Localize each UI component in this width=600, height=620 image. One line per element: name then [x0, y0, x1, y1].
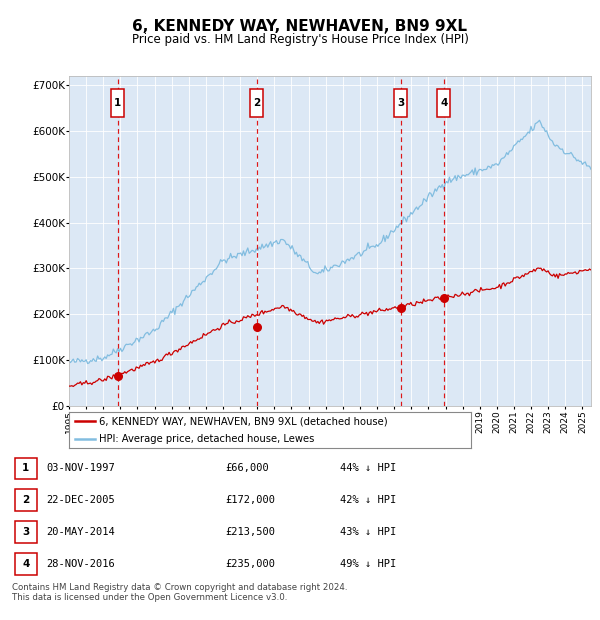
Text: Contains HM Land Registry data © Crown copyright and database right 2024.
This d: Contains HM Land Registry data © Crown c… [12, 583, 347, 602]
Text: 3: 3 [397, 98, 404, 108]
Text: 22-DEC-2005: 22-DEC-2005 [47, 495, 115, 505]
Text: 4: 4 [22, 559, 29, 569]
Bar [394, 89, 407, 117]
Bar [15, 458, 37, 479]
Text: 6, KENNEDY WAY, NEWHAVEN, BN9 9XL: 6, KENNEDY WAY, NEWHAVEN, BN9 9XL [133, 19, 467, 33]
Text: £213,500: £213,500 [225, 527, 275, 537]
Text: £172,000: £172,000 [225, 495, 275, 505]
Text: 20-MAY-2014: 20-MAY-2014 [47, 527, 115, 537]
Bar [15, 489, 37, 511]
Text: 49% ↓ HPI: 49% ↓ HPI [340, 559, 397, 569]
Bar [15, 553, 37, 575]
Text: £66,000: £66,000 [225, 464, 269, 474]
Text: 1: 1 [22, 464, 29, 474]
Text: 43% ↓ HPI: 43% ↓ HPI [340, 527, 397, 537]
Text: 44% ↓ HPI: 44% ↓ HPI [340, 464, 397, 474]
Text: HPI: Average price, detached house, Lewes: HPI: Average price, detached house, Lewe… [99, 433, 314, 444]
Bar [111, 89, 124, 117]
Text: 3: 3 [22, 527, 29, 537]
Bar [15, 521, 37, 543]
Text: 4: 4 [440, 98, 448, 108]
Text: 6, KENNEDY WAY, NEWHAVEN, BN9 9XL (detached house): 6, KENNEDY WAY, NEWHAVEN, BN9 9XL (detac… [99, 417, 388, 427]
Bar [250, 89, 263, 117]
Text: £235,000: £235,000 [225, 559, 275, 569]
Text: 42% ↓ HPI: 42% ↓ HPI [340, 495, 397, 505]
Text: 03-NOV-1997: 03-NOV-1997 [47, 464, 115, 474]
Text: 2: 2 [22, 495, 29, 505]
Text: 28-NOV-2016: 28-NOV-2016 [47, 559, 115, 569]
Text: 2: 2 [253, 98, 260, 108]
Bar [437, 89, 451, 117]
Text: 1: 1 [114, 98, 121, 108]
Text: Price paid vs. HM Land Registry's House Price Index (HPI): Price paid vs. HM Land Registry's House … [131, 33, 469, 46]
